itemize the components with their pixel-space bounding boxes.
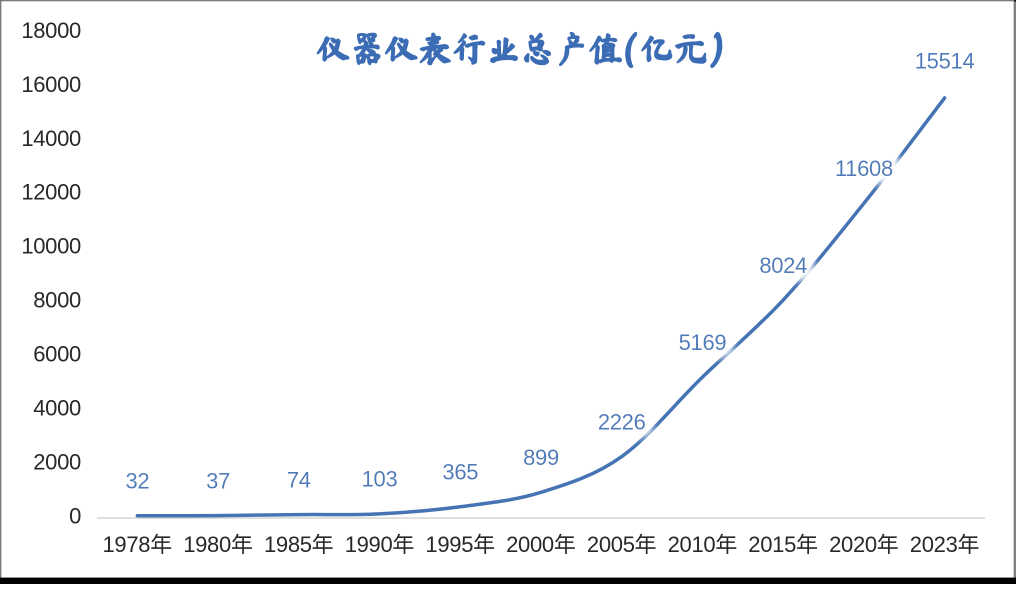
svg-text:1995: 1995 <box>425 532 473 557</box>
svg-text:2005: 2005 <box>587 532 635 557</box>
svg-text:1980: 1980 <box>183 532 231 557</box>
svg-text:2023: 2023 <box>910 532 958 557</box>
svg-text:365: 365 <box>442 460 478 485</box>
svg-text:16000: 16000 <box>21 72 81 97</box>
svg-text:32: 32 <box>125 469 149 494</box>
svg-text:8000: 8000 <box>33 288 81 313</box>
svg-text:11608: 11608 <box>835 156 893 181</box>
svg-text:14000: 14000 <box>21 126 81 151</box>
svg-text:1985: 1985 <box>264 532 312 557</box>
svg-text:6000: 6000 <box>33 342 81 367</box>
svg-text:10000: 10000 <box>21 234 81 259</box>
svg-text:15514: 15514 <box>915 49 975 74</box>
svg-text:12000: 12000 <box>21 180 81 205</box>
svg-text:2015: 2015 <box>748 532 796 557</box>
svg-text:0: 0 <box>69 504 81 529</box>
svg-text:899: 899 <box>523 445 559 470</box>
svg-text:1990: 1990 <box>345 532 393 557</box>
svg-text:2020: 2020 <box>829 532 877 557</box>
svg-text:1978: 1978 <box>103 532 151 557</box>
svg-text:5169: 5169 <box>679 330 727 355</box>
svg-text:74: 74 <box>287 467 311 492</box>
svg-text:2000: 2000 <box>33 450 81 475</box>
svg-text:4000: 4000 <box>33 396 81 421</box>
svg-text:2226: 2226 <box>598 409 646 434</box>
svg-text:18000: 18000 <box>21 18 81 43</box>
svg-text:2010: 2010 <box>668 532 716 557</box>
svg-text:103: 103 <box>362 467 398 492</box>
svg-text:8024: 8024 <box>759 253 807 278</box>
svg-text:2000: 2000 <box>506 532 554 557</box>
svg-text:37: 37 <box>206 468 230 493</box>
